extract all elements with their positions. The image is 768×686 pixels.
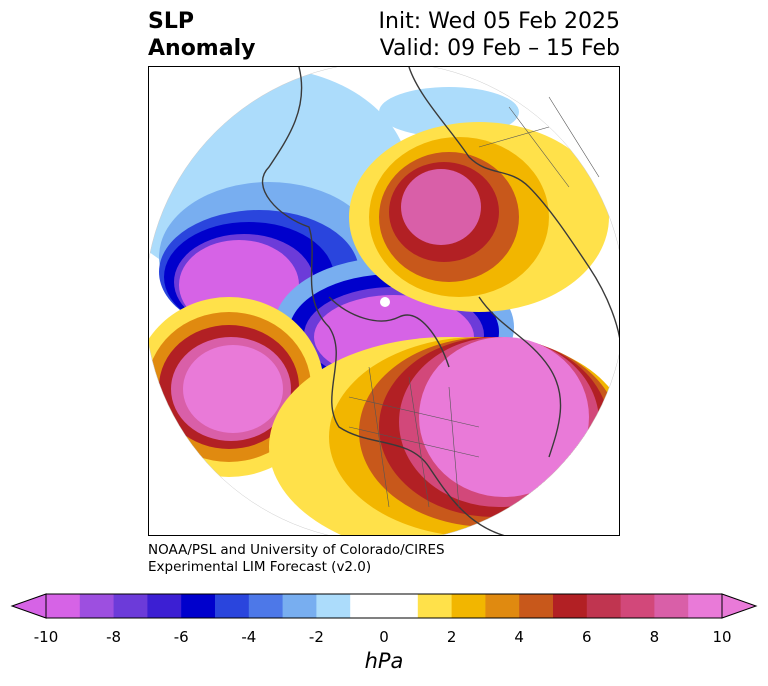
colorbar-swatch (620, 594, 655, 618)
colorbar-extend-high (721, 593, 758, 619)
colorbar-swatch (46, 594, 81, 618)
coastlines (262, 67, 619, 535)
colorbar-swatch (384, 594, 419, 618)
positive-contour-region (419, 337, 589, 497)
plot-title: SLP Anomaly (148, 8, 255, 62)
colorbar-tick-label: 4 (514, 628, 524, 646)
colorbar-outline (45, 593, 723, 619)
border (478, 96, 600, 188)
coastline (408, 67, 619, 339)
valid-period: Valid: 09 Feb – 15 Feb (379, 36, 620, 61)
colorbar-tick-label: -10 (33, 628, 59, 646)
colorbar-swatch (688, 594, 723, 618)
slp-anomaly-map (148, 66, 620, 536)
colorbar-swatch (350, 594, 385, 618)
colorbar-tick-label: -6 (173, 628, 189, 646)
colorbar-swatch (451, 594, 486, 618)
credit-line2: Experimental LIM Forecast (v2.0) (148, 559, 372, 575)
colorbar-swatch (248, 594, 284, 618)
colorbar-swatch (519, 594, 554, 618)
forecast-dates: Init: Wed 05 Feb 2025 Valid: 09 Feb – 15… (379, 8, 620, 62)
colorbar-swatch (282, 594, 317, 618)
colorbar-tick-label: 6 (582, 628, 592, 646)
anomaly-field (149, 67, 619, 535)
border (348, 366, 480, 508)
coastline (262, 67, 505, 535)
colorbar-tick-label: 0 (379, 628, 389, 646)
positive-contour-region (183, 345, 283, 433)
title-variable-type: Anomaly (148, 36, 256, 61)
colorbar-tick-label: 10 (712, 628, 732, 646)
north-pole-marker (380, 297, 390, 307)
colorbar-swatch (215, 594, 250, 618)
colorbar-swatch (113, 594, 148, 618)
positive-contour-region (401, 169, 481, 245)
colorbar-unit: hPa (364, 649, 404, 673)
map-canvas (149, 67, 619, 535)
coastline (328, 296, 450, 368)
colorbar-swatch (79, 594, 115, 618)
colorbar-swatch (485, 594, 520, 618)
title-variable: SLP (148, 9, 194, 34)
colorbar-tick-label: -2 (308, 628, 324, 646)
political-borders (348, 96, 600, 508)
credit-line1: NOAA/PSL and University of Colorado/CIRE… (148, 542, 445, 558)
init-date: Init: Wed 05 Feb 2025 (378, 9, 620, 34)
colorbar-tick-label: -4 (241, 628, 257, 646)
colorbar-swatch (181, 594, 216, 618)
coastline (478, 296, 562, 458)
colorbar (10, 593, 758, 619)
colorbar-swatch (553, 594, 588, 618)
colorbar-tick-label: -8 (106, 628, 122, 646)
colorbar-swatch (316, 594, 351, 618)
colorbar-tick-label: 8 (649, 628, 660, 646)
colorbar-extend-low (10, 593, 47, 619)
credit-text: NOAA/PSL and University of Colorado/CIRE… (148, 542, 445, 576)
colorbar-swatch (654, 594, 689, 618)
colorbar-tick-label: 2 (446, 628, 457, 646)
colorbar-swatch (586, 594, 622, 618)
colorbar-swatch (147, 594, 182, 618)
colorbar-swatch (417, 594, 453, 618)
